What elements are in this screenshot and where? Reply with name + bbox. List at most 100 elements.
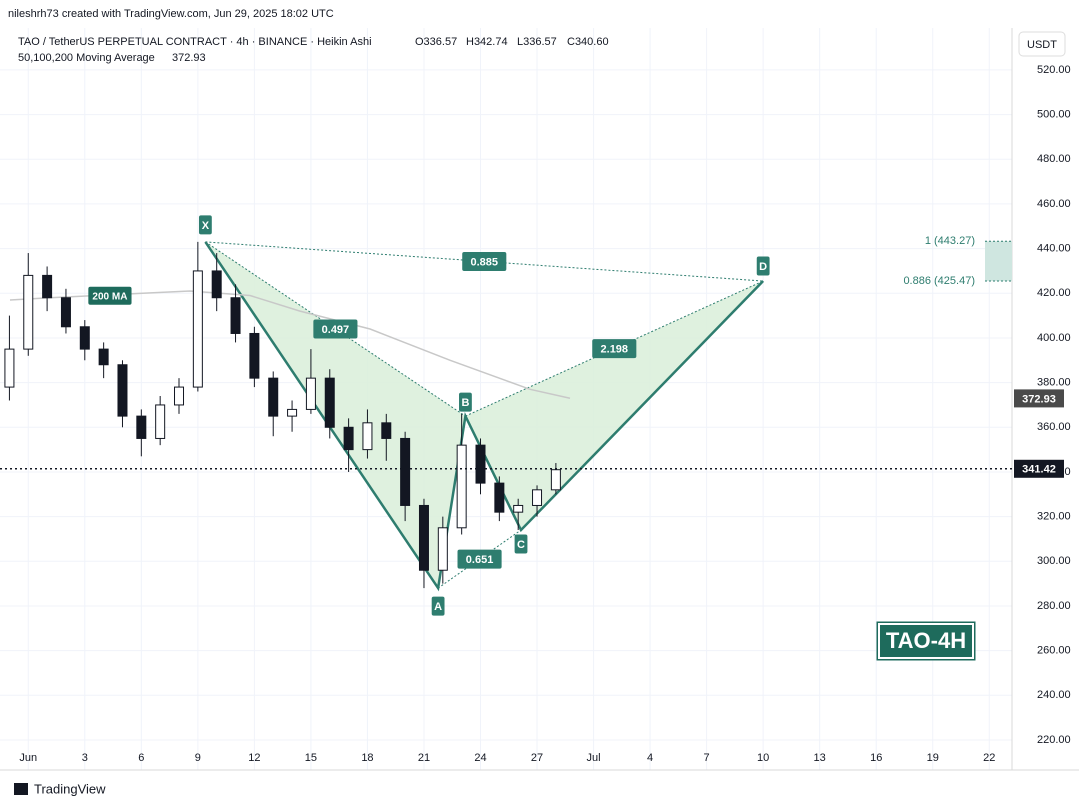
candle-body: [437, 527, 448, 571]
last-price-label-box: [1014, 459, 1064, 478]
candle-body: [494, 482, 505, 513]
ohlc-open: O336.57: [415, 36, 457, 48]
x-tick-label: 7: [704, 752, 710, 764]
x-tick-label: 9: [195, 752, 201, 764]
candle-body: [23, 274, 34, 350]
pattern-point-label-text: C: [517, 539, 525, 551]
candle-body: [4, 348, 15, 388]
pattern-point-label-box: [514, 534, 528, 554]
candle-body: [60, 297, 71, 328]
badge-box: [878, 623, 974, 659]
ratio-label-text: 0.651: [466, 554, 494, 566]
candle-body: [381, 422, 392, 439]
candle-body: [513, 504, 524, 513]
y-tick-label: 380.00: [1037, 377, 1071, 389]
ohlc-low: L336.57: [517, 36, 557, 48]
ma-label: 200 MA: [88, 286, 132, 305]
badge-border: [876, 621, 976, 661]
pattern-point-label: X: [198, 215, 212, 235]
x-tick-label: 18: [361, 752, 373, 764]
ma-legend: 50,100,200 Moving Average: [18, 52, 155, 64]
brand: TradingView: [34, 781, 106, 796]
x-tick-label: 16: [870, 752, 882, 764]
y-tick-label: 480.00: [1037, 153, 1071, 165]
x-tick-label: 19: [927, 752, 939, 764]
fib-zone: [985, 241, 1012, 282]
x-tick-label: Jul: [587, 752, 601, 764]
pattern-point-label-text: A: [434, 601, 442, 613]
ma-legend-value: 372.93: [172, 52, 206, 64]
x-tick-label: Jun: [19, 752, 37, 764]
candle-body: [305, 377, 316, 410]
candle-body: [211, 270, 222, 299]
candle-body: [249, 332, 260, 379]
currency[interactable]: USDT: [1027, 39, 1057, 51]
ma-price-label-box: [1014, 389, 1064, 408]
ma-price-label: 372.93: [1022, 393, 1056, 405]
candle-body: [456, 444, 467, 529]
candle-body: [174, 386, 185, 406]
ratio-label: 0.885: [462, 251, 507, 271]
pattern-point-label-box: [756, 256, 770, 276]
fib-label: 1 (443.27): [925, 235, 975, 247]
y-tick-label: 360.00: [1037, 421, 1071, 433]
y-tick-label: 420.00: [1037, 287, 1071, 299]
ma-label-box: [88, 286, 132, 305]
ratio-label-box: [313, 319, 358, 339]
y-tick-label: 460.00: [1037, 198, 1071, 210]
ohlc-high: H342.74: [466, 36, 508, 48]
x-tick-label: 10: [757, 752, 769, 764]
ratio-label-box: [592, 339, 637, 359]
candle-body: [550, 469, 561, 491]
y-tick-label: 520.00: [1037, 64, 1071, 76]
y-tick-label: 400.00: [1037, 332, 1071, 344]
candle-body: [418, 504, 429, 571]
candle-body: [268, 377, 279, 417]
candle-body: [117, 364, 128, 417]
y-tick-label: 280.00: [1037, 600, 1071, 612]
pattern-point-label-box: [459, 392, 472, 412]
symbol: TAO / TetherUS PERPETUAL CONTRACT · 4h ·…: [18, 36, 372, 48]
ratio-label-box: [462, 251, 507, 271]
candle-body: [400, 437, 411, 506]
candle-body: [136, 415, 147, 439]
x-tick-label: 3: [82, 752, 88, 764]
candle-body: [230, 297, 241, 334]
ma-label-text: 200 MA: [92, 291, 127, 302]
pattern-dotted: [465, 280, 764, 417]
x-tick-label: 4: [647, 752, 653, 764]
pattern-dotted: [205, 241, 764, 282]
x-tick-label: 15: [305, 752, 317, 764]
author-line: nileshrh73 created with TradingView.com,…: [8, 8, 334, 20]
candle-body: [362, 422, 373, 451]
x-tick-label: 12: [248, 752, 260, 764]
ratio-label-text: 0.885: [471, 256, 499, 268]
ratio-label: 2.198: [592, 339, 637, 359]
y-tick-label: 500.00: [1037, 108, 1071, 120]
badge: TAO-4H: [886, 628, 966, 653]
candle-body: [79, 326, 90, 350]
x-tick-label: 21: [418, 752, 430, 764]
pattern-point-label: B: [459, 392, 472, 412]
candle-body: [287, 408, 298, 417]
currency-button[interactable]: [1018, 31, 1066, 57]
candle-body: [155, 404, 166, 439]
pattern-point-label-box: [431, 596, 445, 616]
ratio-label-text: 0.497: [322, 324, 350, 336]
candle-body: [42, 274, 53, 299]
pattern-point-label-text: B: [461, 397, 469, 409]
y-tick-label: 220.00: [1037, 734, 1071, 746]
pattern-point-label-text: D: [759, 261, 767, 273]
candle-body: [343, 426, 354, 451]
pattern-fill: [465, 281, 764, 531]
x-tick-label: 13: [814, 752, 826, 764]
ratio-label-box: [457, 549, 502, 569]
y-tick-label: 440.00: [1037, 243, 1071, 255]
ratio-label: 0.497: [313, 319, 358, 339]
y-tick-label: 240.00: [1037, 689, 1071, 701]
candle-body: [475, 444, 486, 484]
brand-logo: [14, 783, 28, 795]
candle-body: [532, 489, 543, 506]
